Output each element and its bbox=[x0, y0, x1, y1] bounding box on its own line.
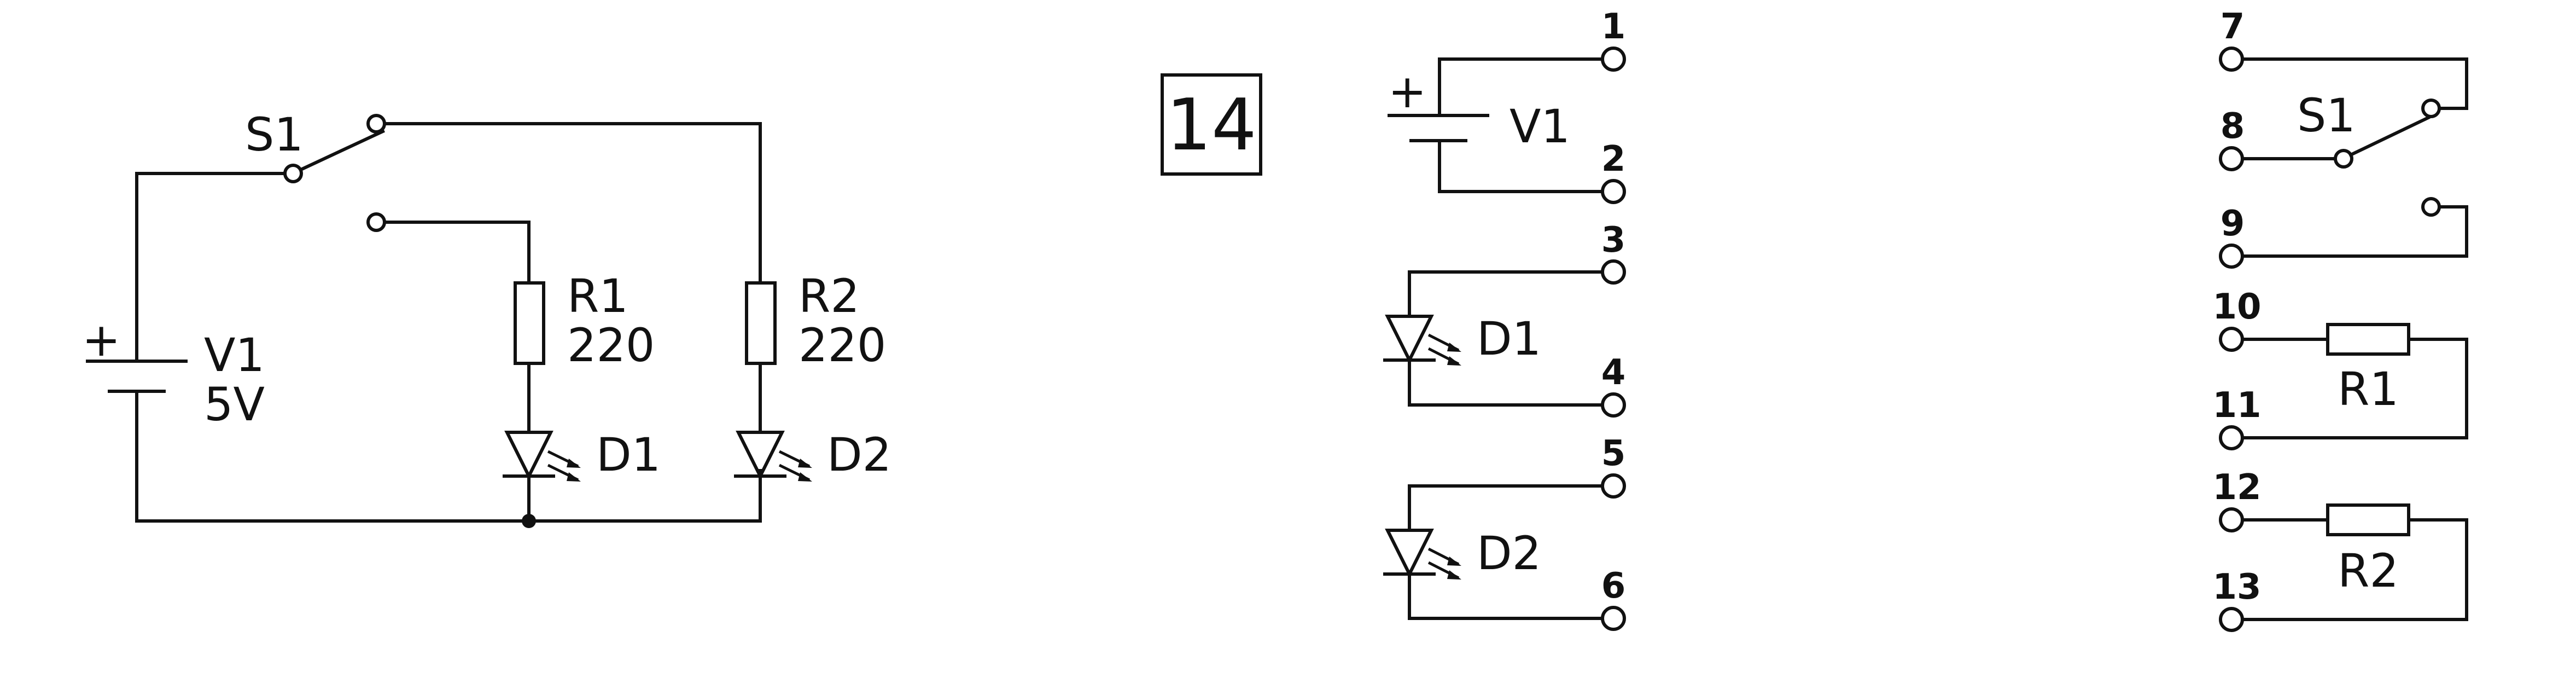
terminal-2[interactable] bbox=[1601, 179, 1626, 204]
resistor-r1-part: R1 bbox=[2238, 323, 2468, 439]
battery-plus-sign: + bbox=[1388, 65, 1426, 118]
battery-v1-label: V1 bbox=[1510, 100, 1570, 153]
led-d2-label: D2 bbox=[1477, 526, 1541, 580]
pin-number-11: 11 bbox=[2212, 385, 2261, 426]
pin-number-10: 10 bbox=[2212, 287, 2261, 327]
wire-switch-to-r1 bbox=[383, 221, 531, 285]
pin-number-1: 1 bbox=[1601, 7, 1626, 47]
resistor-r1-label: R1 bbox=[2338, 362, 2399, 416]
wire-battery-to-switch bbox=[135, 172, 286, 363]
terminal-4[interactable] bbox=[1601, 392, 1626, 418]
pin-number-7: 7 bbox=[2221, 7, 2245, 47]
terminal-12[interactable] bbox=[2219, 507, 2244, 532]
terminal-13[interactable] bbox=[2219, 607, 2244, 632]
parts-s1-r1-r2: S1 R1 R2 7 8 9 10 11 12 13 bbox=[2212, 7, 2468, 632]
led-d2-symbol bbox=[734, 431, 812, 482]
pin-number-4: 4 bbox=[1601, 352, 1626, 393]
junction-dot bbox=[522, 514, 536, 528]
resistor-r1-label: R1 bbox=[567, 269, 628, 323]
resistor-r2-symbol bbox=[745, 281, 777, 365]
terminal-9[interactable] bbox=[2219, 244, 2244, 269]
resistor-r1-symbol bbox=[514, 281, 545, 365]
pin-number-9: 9 bbox=[2221, 204, 2245, 244]
terminal-3[interactable] bbox=[1601, 259, 1626, 285]
parts-v1-d1-d2: + V1 D1 D2 bbox=[1383, 7, 1626, 631]
pin-number-5: 5 bbox=[1601, 433, 1626, 474]
switch-s1-label: S1 bbox=[2297, 89, 2356, 142]
pin-number-8: 8 bbox=[2221, 106, 2245, 147]
pin-number-6: 6 bbox=[1601, 566, 1626, 606]
terminal-10[interactable] bbox=[2219, 327, 2244, 352]
pin-number-3: 3 bbox=[1601, 220, 1626, 260]
resistor-r2-label: R2 bbox=[799, 269, 860, 323]
resistor-r2-part: R2 bbox=[2238, 503, 2468, 621]
led-d2-part: D2 bbox=[1383, 484, 1607, 620]
terminal-1[interactable] bbox=[1601, 47, 1626, 72]
assembled-circuit: S1 + V1 5V R1 220 R2 220 D1 D2 bbox=[82, 108, 891, 528]
wire-ground-return bbox=[135, 390, 762, 523]
battery-value-label: 5V bbox=[204, 378, 265, 431]
pin-number-2: 2 bbox=[1601, 139, 1626, 179]
wire-switch-to-r2 bbox=[383, 122, 762, 285]
led-d2-label: D2 bbox=[827, 428, 891, 482]
figure-number: 14 bbox=[1166, 83, 1256, 166]
led-d1-label: D1 bbox=[1477, 312, 1541, 366]
switch-s1-label: S1 bbox=[245, 108, 304, 161]
terminal-5[interactable] bbox=[1601, 473, 1626, 499]
terminal-11[interactable] bbox=[2219, 425, 2244, 450]
battery-v1-part: + V1 bbox=[1388, 57, 1607, 193]
resistor-r2-label: R2 bbox=[2338, 544, 2399, 598]
terminal-6[interactable] bbox=[1601, 606, 1626, 631]
switch-s1-part: S1 bbox=[2238, 57, 2468, 258]
led-d1-symbol bbox=[503, 431, 581, 523]
resistor-r2-value: 220 bbox=[799, 318, 886, 372]
led-d1-label: D1 bbox=[596, 428, 661, 482]
terminal-8[interactable] bbox=[2219, 146, 2244, 171]
battery-plus-sign: + bbox=[82, 313, 120, 367]
pin-number-12: 12 bbox=[2212, 467, 2261, 508]
resistor-r1-value: 220 bbox=[567, 318, 655, 372]
terminal-7[interactable] bbox=[2219, 47, 2244, 72]
battery-v1-label: V1 bbox=[204, 328, 265, 382]
pin-number-13: 13 bbox=[2212, 567, 2261, 607]
figure-number-box: 14 bbox=[1161, 73, 1262, 176]
led-d1-part: D1 bbox=[1383, 270, 1607, 407]
